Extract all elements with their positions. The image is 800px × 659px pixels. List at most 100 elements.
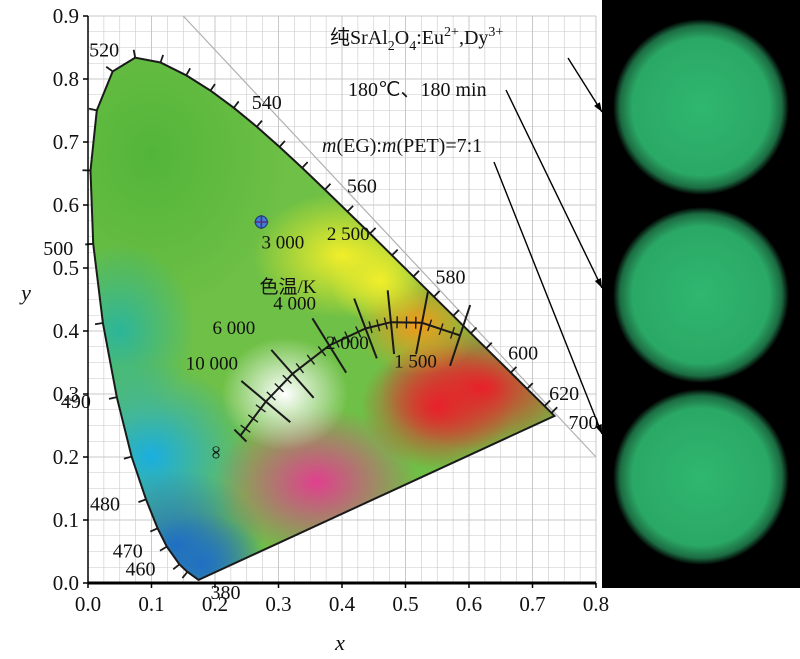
locus-tick: [550, 406, 558, 414]
planck-tick: [274, 383, 284, 393]
y-tick-label: 0.7: [53, 130, 79, 154]
locus-tick: [149, 527, 158, 533]
arrow-head: [594, 102, 602, 112]
annotation-condition: 180℃、180 min: [348, 79, 487, 101]
isotherm-line: [270, 349, 315, 399]
isotherm-line: [449, 304, 472, 367]
planck-tick: [344, 331, 351, 343]
wavelength-label: 500: [43, 238, 73, 260]
y-tick-label: 0.9: [53, 4, 79, 28]
locus-tick: [278, 140, 286, 148]
locus-tick: [94, 322, 104, 326]
wavelength-label: 600: [508, 342, 538, 364]
arrow-line: [493, 161, 603, 435]
cct-label: 3 000: [261, 232, 304, 253]
locus-tick: [369, 227, 377, 235]
spectral-locus-line: [89, 56, 557, 582]
isotherm-line: [386, 290, 396, 355]
isotherm-line: [240, 380, 291, 423]
locus-tick: [485, 341, 493, 349]
color-blob: [221, 337, 349, 451]
locus-tick: [412, 270, 420, 278]
planck-tick: [282, 374, 292, 385]
cct-label: ∞: [205, 446, 226, 460]
locus-tick: [346, 205, 354, 213]
planck-tick: [333, 336, 340, 348]
planck-tick: [368, 321, 373, 334]
cct-labels: 色温/K 10 000 6 000 4 000 3 000 2 500 2 000 1 500…: [186, 224, 437, 459]
locus-tick: [123, 455, 132, 460]
locus-tick: [132, 49, 137, 58]
y-tick-label: 0.4: [53, 319, 80, 343]
isotherm-line: [353, 298, 378, 359]
wavelength-label: 470: [113, 541, 143, 563]
x-tick-label: 0.6: [456, 592, 482, 616]
x-tick-label: 0.1: [138, 592, 164, 616]
spectral-locus: [89, 56, 557, 582]
x-tick-label: 0.0: [75, 592, 101, 616]
cct-label: 6 000: [212, 318, 255, 339]
locus-tick: [138, 498, 147, 503]
locus-tick: [433, 290, 441, 298]
cct-label: 2 500: [327, 224, 370, 245]
locus-tick: [543, 399, 551, 407]
planck-tick: [240, 424, 251, 433]
locus-tick: [88, 107, 98, 112]
locus-tick: [108, 396, 118, 400]
y-tick-label: 0.5: [53, 256, 79, 280]
locus-tick: [185, 67, 191, 76]
planck-tick: [255, 404, 266, 413]
locus-tick: [470, 326, 478, 334]
spectral-locus-ticks: [82, 49, 558, 579]
planck-tick: [247, 414, 259, 423]
y-tick-label: 0.2: [53, 445, 79, 469]
locus-tick: [510, 366, 518, 374]
locus-tick: [233, 100, 240, 109]
diagonal-guide: [182, 15, 597, 458]
locus-tick: [159, 545, 168, 552]
locus-tick: [324, 183, 332, 191]
planck-tick: [295, 362, 305, 374]
locus-tick: [256, 120, 263, 128]
y-tick-label: 0.1: [53, 508, 79, 532]
isotherm-line: [311, 317, 348, 374]
locus-tick: [159, 54, 164, 63]
planck-tick: [383, 317, 388, 330]
color-blob: [329, 236, 431, 325]
sample-photo-disk: [613, 207, 789, 383]
cct-label: 1 500: [394, 351, 437, 372]
annotation-composition: 纯SrAl2O4:Eu2+,Dy3+: [330, 25, 503, 54]
planckian-locus: [233, 290, 472, 443]
arrow-line: [505, 89, 603, 289]
locus-tick: [172, 563, 181, 571]
locus-tick: [209, 83, 216, 92]
photo-samples: [613, 19, 789, 565]
planck-tick: [355, 326, 362, 338]
x-tick-label: 0.3: [265, 592, 291, 616]
planck-tick: [317, 345, 327, 357]
x-tick-label: 0.8: [583, 592, 609, 616]
x-axis-label: x: [334, 630, 345, 655]
wavelength-label: 560: [347, 176, 377, 198]
wavelength-label: 380: [211, 582, 241, 604]
arrow-head: [595, 424, 602, 434]
cct-label: 10 000: [186, 354, 238, 375]
x-tick-label: 0.2: [202, 592, 228, 616]
locus-tick: [85, 242, 94, 246]
wavelength-label: 520: [89, 40, 119, 62]
planck-tick: [306, 354, 316, 365]
color-blob: [361, 343, 514, 470]
locus-tick: [105, 66, 114, 73]
y-axis-label: y: [19, 280, 31, 305]
y-tick-label: 0.8: [53, 67, 79, 91]
locus-tick: [301, 161, 309, 169]
planck-tick: [449, 326, 456, 339]
annotation-arrows: [493, 57, 603, 435]
locus-tick: [181, 571, 189, 579]
locus-tick: [526, 382, 534, 390]
planck-end-cap: [233, 428, 248, 443]
color-blob: [138, 513, 266, 580]
locus-tick: [391, 248, 399, 256]
